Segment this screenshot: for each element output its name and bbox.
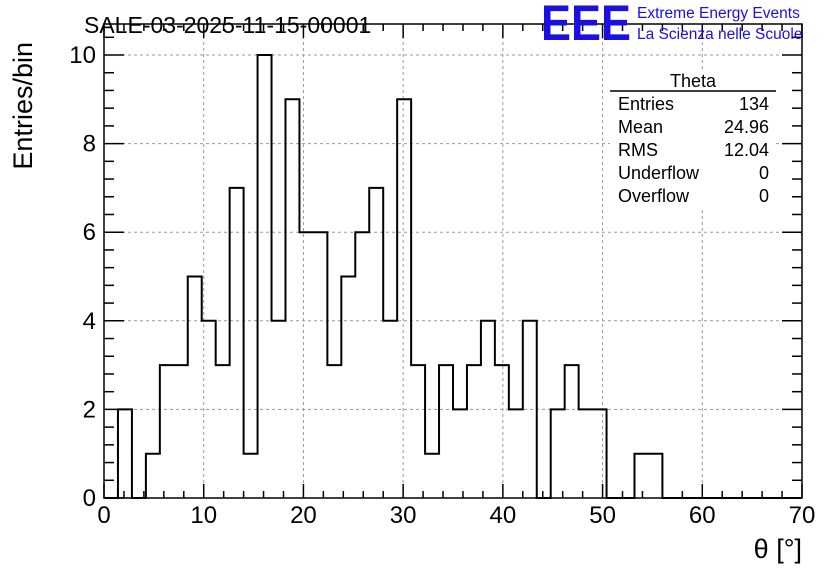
eee-logo-mark: EEE (541, 0, 631, 51)
stats-row-label: Overflow (618, 186, 690, 206)
stats-row-label: Entries (618, 94, 674, 114)
x-tick-label: 0 (97, 502, 110, 529)
stats-row-value: 24.96 (724, 117, 769, 137)
stats-row-label: Mean (618, 117, 663, 137)
stats-row-value: 12.04 (724, 140, 769, 160)
y-tick-label: 4 (83, 308, 96, 335)
y-tick-label: 8 (83, 131, 96, 158)
stats-box-background (610, 70, 776, 210)
y-tick-label: 6 (83, 219, 96, 246)
stats-name: Theta (670, 71, 717, 91)
plot-frame (103, 23, 803, 499)
axis-ticks (103, 24, 803, 499)
stats-rows: Entries 134 Mean 24.96 RMS 12.04 Underflow 0 Ove… (618, 94, 769, 206)
eee-logo: EEE Extreme Energy Events La Scienza nel… (541, 0, 802, 51)
grid-lines (104, 24, 802, 498)
x-tick-label: 10 (190, 502, 217, 529)
stats-row-label: Underflow (618, 163, 700, 183)
stats-row-label: RMS (618, 140, 658, 160)
x-tick-label: 20 (290, 502, 317, 529)
x-tick-label: 60 (689, 502, 716, 529)
stats-row-value: 0 (759, 186, 769, 206)
axis-tick-labels: 0 10 20 30 40 50 60 70 0 2 4 6 8 10 (69, 42, 815, 529)
stats-row-value: 0 (759, 163, 769, 183)
chart-title: SALE-03-2025-11-15-00001 (84, 12, 371, 38)
stats-row-value: 134 (739, 94, 769, 114)
x-tick-label: 30 (390, 502, 417, 529)
y-tick-label: 10 (69, 42, 96, 69)
x-tick-label: 40 (490, 502, 517, 529)
eee-logo-line2: La Scienza nelle Scuole (637, 26, 802, 43)
y-axis-title: Entries/bin (8, 42, 38, 170)
y-tick-label: 0 (83, 485, 96, 512)
eee-logo-line1: Extreme Energy Events (637, 5, 800, 22)
x-axis-title: θ [°] (754, 534, 802, 564)
stats-box: Theta Entries 134 Mean 24.96 RMS 12.04 Underfl… (610, 70, 776, 210)
x-tick-label: 50 (589, 502, 616, 529)
x-tick-label: 70 (789, 502, 816, 529)
y-tick-label: 2 (83, 396, 96, 423)
